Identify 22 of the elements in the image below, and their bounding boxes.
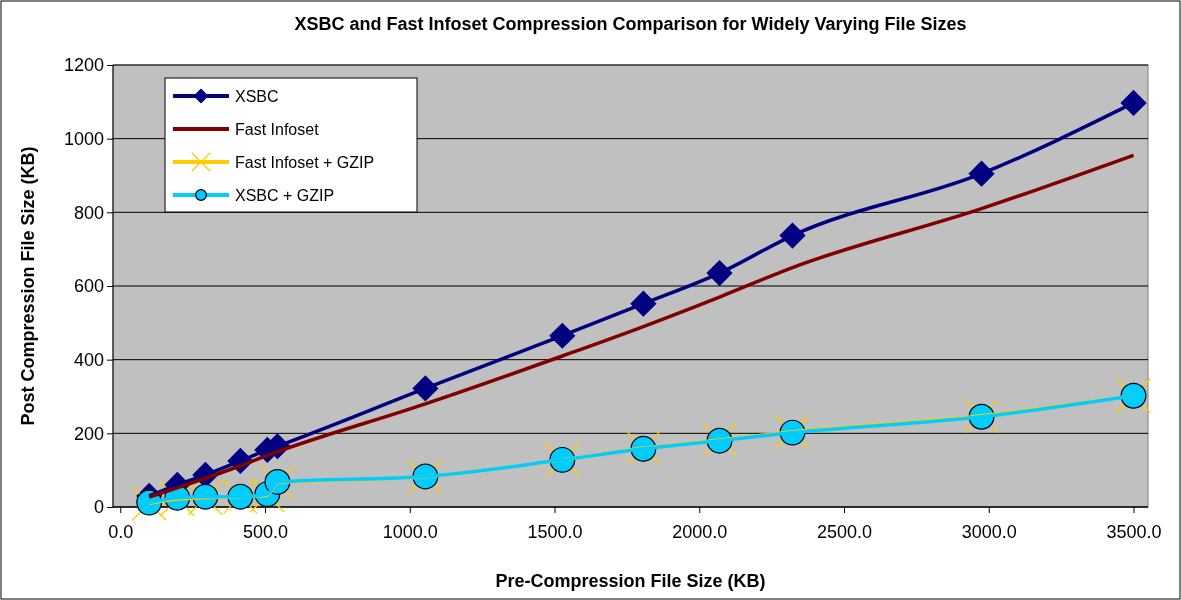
x-tick-label: 1000.0 bbox=[382, 521, 438, 542]
legend-label: XSBC + GZIP bbox=[235, 187, 335, 204]
legend-label: XSBC bbox=[235, 88, 279, 105]
x-tick-label: 1500.0 bbox=[527, 521, 583, 542]
y-tick-label: 400 bbox=[73, 349, 104, 370]
x-tick-label: 3000.0 bbox=[961, 521, 1017, 542]
y-axis-title: Post Compression File Size (KB) bbox=[18, 146, 38, 426]
y-tick-label: 1200 bbox=[63, 55, 104, 76]
legend-label: Fast Infoset bbox=[235, 121, 320, 138]
y-tick-label: 600 bbox=[73, 276, 104, 297]
y-tick-label: 1000 bbox=[63, 128, 104, 149]
x-tick-label: 3500.0 bbox=[1106, 521, 1162, 542]
x-tick-label: 0.0 bbox=[108, 521, 134, 542]
x-tick-label: 2000.0 bbox=[672, 521, 728, 542]
chart-title: XSBC and Fast Infoset Compression Comparison for Widely Varying File Sizes bbox=[294, 14, 967, 34]
y-tick-label: 0 bbox=[93, 497, 104, 518]
x-tick-label: 500.0 bbox=[242, 521, 289, 542]
x-tick-label: 2500.0 bbox=[816, 521, 873, 542]
y-tick-label: 800 bbox=[73, 202, 104, 223]
y-tick-label: 200 bbox=[73, 423, 104, 444]
legend-label: Fast Infoset + GZIP bbox=[235, 154, 375, 171]
x-axis-title: Pre-Compression File Size (KB) bbox=[495, 571, 766, 591]
